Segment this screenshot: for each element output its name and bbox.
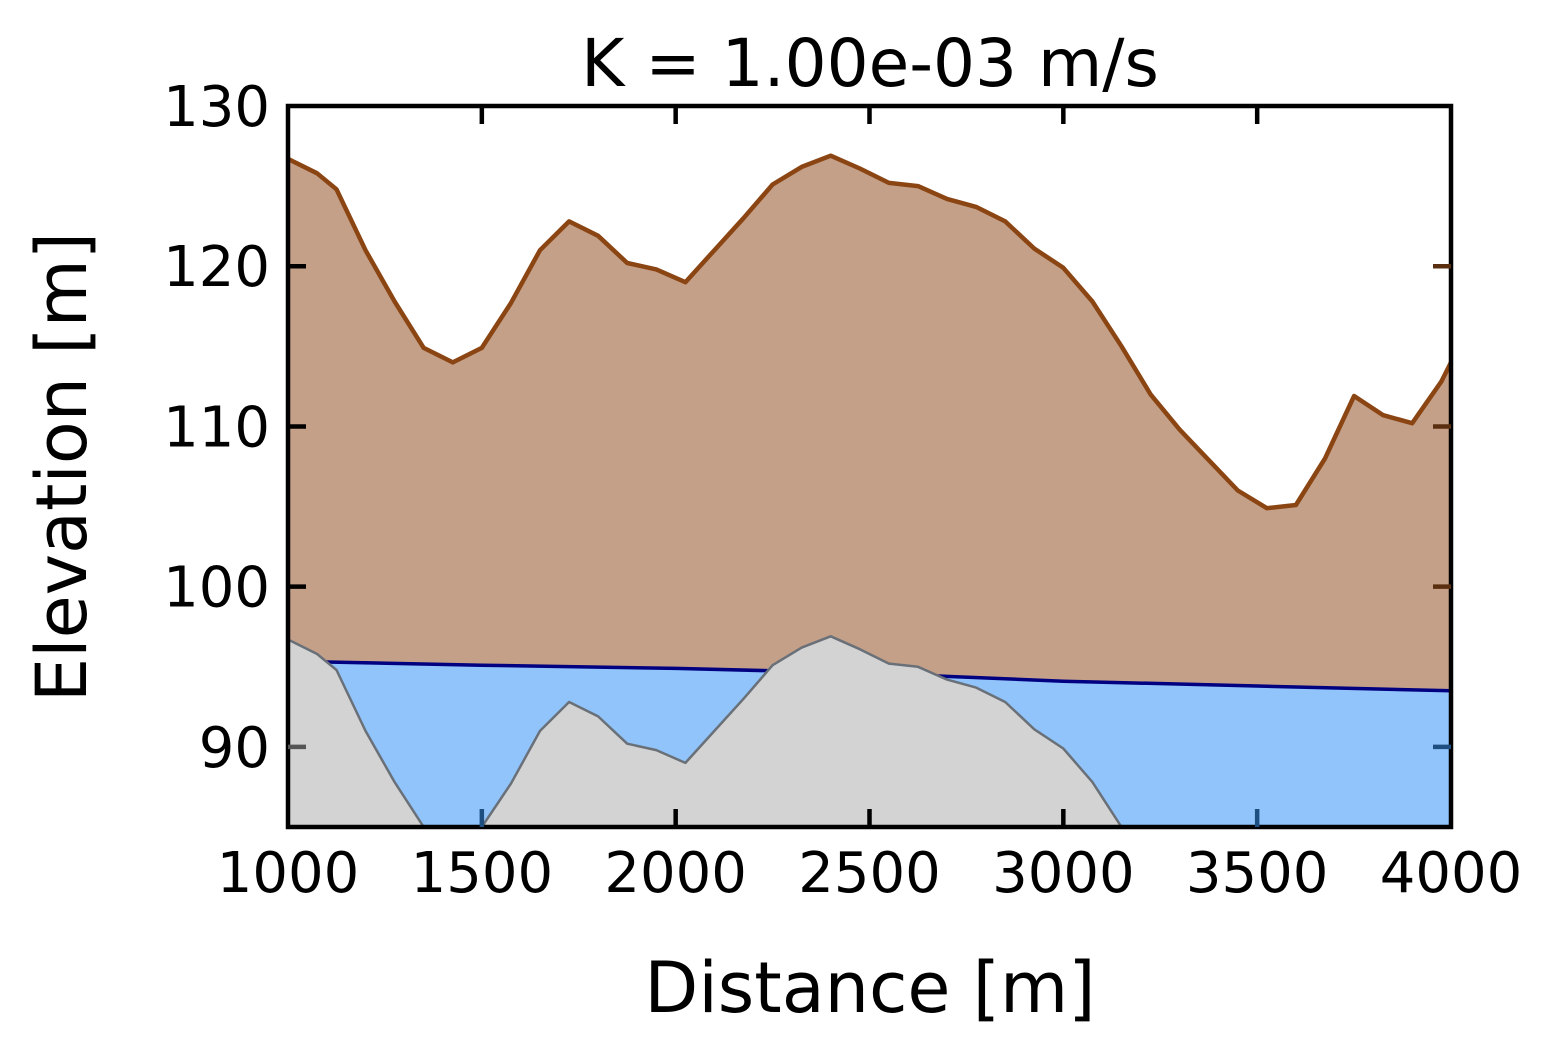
y-tick-label: 90: [199, 716, 270, 781]
bedrock-fill: [288, 636, 1122, 827]
x-tick-label: 2500: [798, 841, 941, 906]
x-tick-label: 1500: [411, 841, 554, 906]
y-tick-label: 130: [163, 75, 270, 140]
y-axis-title: Elevation [m]: [21, 232, 103, 702]
x-tick-label: 2000: [604, 841, 747, 906]
y-tick-label: 120: [163, 235, 270, 300]
x-tick-label: 3000: [992, 841, 1135, 906]
plot-clip-group: [288, 153, 1451, 827]
surface-fill: [288, 155, 1451, 827]
chart-title: K = 1.00e-03 m/s: [581, 25, 1159, 102]
x-tick-label: 4000: [1380, 841, 1523, 906]
bedrock-line: [288, 635, 1123, 827]
x-tick-label: 1000: [217, 841, 360, 906]
x-axis-title: Distance [m]: [644, 947, 1095, 1029]
y-tick-label: 110: [163, 395, 270, 460]
surface-line: [288, 153, 1451, 511]
plot-area: [288, 153, 1451, 827]
x-tick-label: 3500: [1186, 841, 1329, 906]
y-tick-label: 100: [163, 556, 270, 621]
axis-ticks: 1000 1500 2000 2500 3000 3500 4000 90 100 110 120 1…: [163, 75, 1522, 906]
